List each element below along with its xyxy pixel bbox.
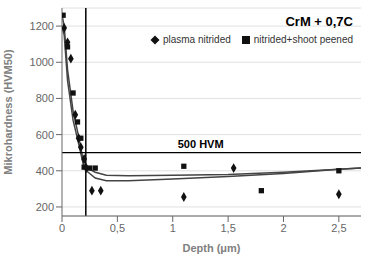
svg-text:2: 2 — [280, 222, 286, 234]
svg-text:1: 1 — [170, 222, 176, 234]
html-text:CrM + 0,7C: CrM + 0,7C — [285, 14, 353, 29]
svg-text:Mikrohardness (HVM50): Mikrohardness (HVM50) — [8, 49, 14, 175]
svg-text:500 HVM: 500 HVM — [178, 138, 224, 150]
html-text:plasma nitrided: plasma nitrided — [162, 34, 231, 45]
svg-text:600: 600 — [36, 129, 54, 141]
svg-text:1,5: 1,5 — [220, 222, 235, 234]
svg-text:0: 0 — [59, 222, 65, 234]
svg-text:0,5: 0,5 — [110, 222, 125, 234]
svg-text:Depth (μm): Depth (μm) — [182, 242, 240, 254]
svg-text:200: 200 — [36, 201, 54, 213]
html-text:nitrided+shoot peened: nitrided+shoot peened — [253, 34, 353, 45]
svg-text:800: 800 — [36, 92, 54, 104]
svg-text:1200: 1200 — [30, 20, 54, 32]
svg-text:2,5: 2,5 — [331, 222, 346, 234]
svg-text:400: 400 — [36, 165, 54, 177]
svg-text:1000: 1000 — [30, 56, 54, 68]
